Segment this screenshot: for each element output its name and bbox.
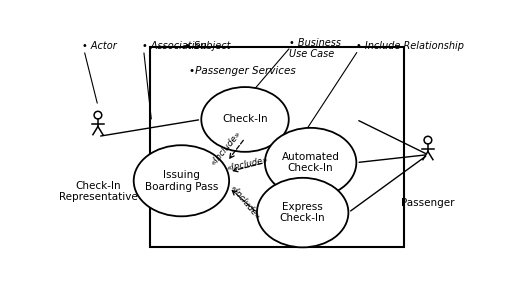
Bar	[150, 47, 404, 247]
Ellipse shape	[134, 145, 229, 216]
Text: •Passenger Services: •Passenger Services	[189, 65, 296, 76]
Ellipse shape	[94, 111, 102, 119]
Text: • Association: • Association	[142, 41, 206, 51]
Ellipse shape	[424, 136, 432, 144]
Text: Check-In: Check-In	[222, 114, 268, 124]
Text: Issuing
Boarding Pass: Issuing Boarding Pass	[145, 170, 218, 191]
Ellipse shape	[257, 178, 348, 247]
Text: Express
Check-In: Express Check-In	[280, 202, 325, 223]
Text: Automated
Check-In: Automated Check-In	[282, 152, 340, 173]
Text: • Subject: • Subject	[185, 41, 231, 51]
Ellipse shape	[201, 87, 289, 152]
Text: • Include Relationship: • Include Relationship	[357, 41, 464, 51]
Text: • Business
Use Case: • Business Use Case	[289, 38, 341, 59]
Text: «Include»: «Include»	[228, 183, 262, 221]
Text: «Include»: «Include»	[226, 155, 269, 173]
Ellipse shape	[265, 128, 357, 197]
Text: Passenger: Passenger	[401, 198, 455, 208]
Text: • Actor: • Actor	[82, 41, 117, 51]
Text: «Include»: «Include»	[209, 129, 243, 167]
Text: Check-In
Representative: Check-In Representative	[58, 181, 137, 202]
